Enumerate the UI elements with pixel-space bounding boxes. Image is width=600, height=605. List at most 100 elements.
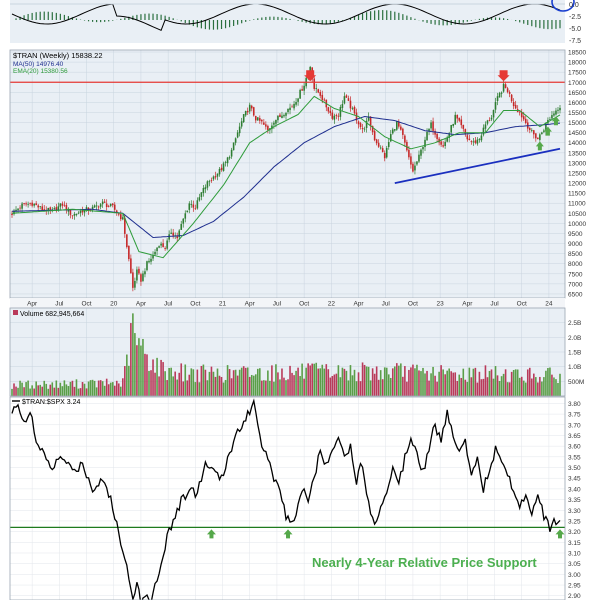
volume-bar [265, 380, 267, 396]
volume-bar [341, 367, 344, 396]
volume-bar [140, 345, 142, 396]
volume-bar [379, 370, 382, 396]
volume-bar [478, 371, 481, 396]
volume-bar [267, 370, 269, 396]
candle-body [23, 203, 25, 204]
volume-bar [250, 374, 253, 396]
volume-bar [244, 367, 247, 396]
candle-body [261, 119, 263, 122]
date-tick-label: Oct [299, 301, 309, 308]
candle-body [224, 162, 227, 163]
volume-bar [442, 369, 444, 396]
volume-bar [508, 382, 511, 396]
volume-bar [27, 380, 29, 396]
volume-bar [99, 380, 102, 396]
candle-body [160, 243, 162, 246]
candle-body [549, 119, 551, 120]
candle-body [349, 100, 352, 109]
date-tick-label: Oct [408, 301, 418, 308]
candle-body [232, 142, 235, 151]
volume-bar [119, 386, 122, 396]
candle-body [79, 210, 82, 214]
volume-bar [232, 370, 235, 396]
volume-bar [323, 368, 326, 396]
candle-body [250, 105, 253, 109]
volume-bar [87, 381, 90, 396]
volume-bar [37, 385, 39, 396]
volume-bar [15, 386, 17, 396]
candle-body [204, 187, 207, 190]
ratio-tick-label: 3.45 [568, 476, 581, 483]
volume-bar [186, 380, 189, 396]
volume-bar [79, 388, 82, 396]
candle-body [210, 180, 213, 181]
volume-bar [236, 375, 239, 396]
candle-body [454, 114, 457, 125]
candle-body [323, 99, 326, 101]
candle-body [319, 91, 322, 96]
candle-body [373, 131, 376, 141]
candle-body [142, 273, 144, 281]
volume-bar [448, 368, 450, 396]
volume-bar [391, 368, 394, 396]
volume-bar [160, 359, 162, 396]
candle-body [184, 213, 187, 219]
ratio-y-axis: 2.90 2.95 3.00 3.05 3.10 3.15 3.20 3.25 3.30 3.35… [568, 401, 581, 600]
candle-body [518, 111, 521, 113]
candle-body [126, 234, 128, 248]
volume-bar [398, 365, 400, 396]
candle-body [214, 176, 217, 178]
volume-bar [75, 379, 78, 396]
volume-bar [254, 374, 257, 396]
candle-body [404, 135, 406, 143]
candle-body [146, 261, 148, 271]
candle-body [176, 236, 179, 239]
candle-body [103, 201, 106, 203]
price-tick-label: 17000 [568, 80, 586, 87]
volume-bar [335, 373, 338, 396]
volume-bar [432, 366, 434, 396]
volume-bar [283, 377, 285, 396]
price-tick-label: 15000 [568, 120, 586, 127]
candle-body [170, 232, 172, 234]
volume-bar [375, 366, 378, 396]
ratio-tick-label: 3.60 [568, 444, 581, 451]
candle-body [524, 118, 527, 124]
volume-bar [293, 375, 295, 396]
volume-bar [73, 386, 76, 396]
date-tick-label: Apr [27, 301, 38, 308]
volume-bar [482, 378, 485, 396]
volume-bar [522, 380, 525, 396]
volume-bar [343, 368, 346, 396]
candle-body [410, 156, 412, 165]
volume-bar [307, 363, 309, 396]
volume-bar [543, 377, 545, 396]
candle-body [331, 112, 334, 119]
volume-bar [545, 370, 547, 396]
candle-body [375, 139, 378, 144]
resistance-arrow [497, 70, 510, 82]
candle-body [226, 157, 229, 164]
volume-bar [444, 374, 446, 396]
volume-bar [430, 373, 432, 396]
candle-body [180, 224, 183, 230]
volume-bar [428, 380, 430, 396]
candle-body [238, 126, 241, 134]
volume-bar [218, 375, 221, 396]
volume-bars [11, 313, 561, 396]
candle-body [418, 154, 420, 162]
price-tick-label: 16500 [568, 90, 586, 97]
candle-body [369, 116, 372, 127]
candle-body [545, 123, 547, 132]
candle-body [498, 93, 501, 98]
candle-body [208, 181, 211, 183]
candle-body [61, 203, 64, 206]
candle-body [470, 141, 473, 142]
volume-bar [210, 366, 213, 396]
candle-body [172, 232, 174, 236]
price-tick-label: 14000 [568, 140, 586, 147]
volume-tick-label: 500M [568, 379, 584, 386]
date-tick-label: Apr [245, 301, 256, 308]
candle-body [389, 134, 392, 142]
volume-bar [488, 370, 491, 396]
